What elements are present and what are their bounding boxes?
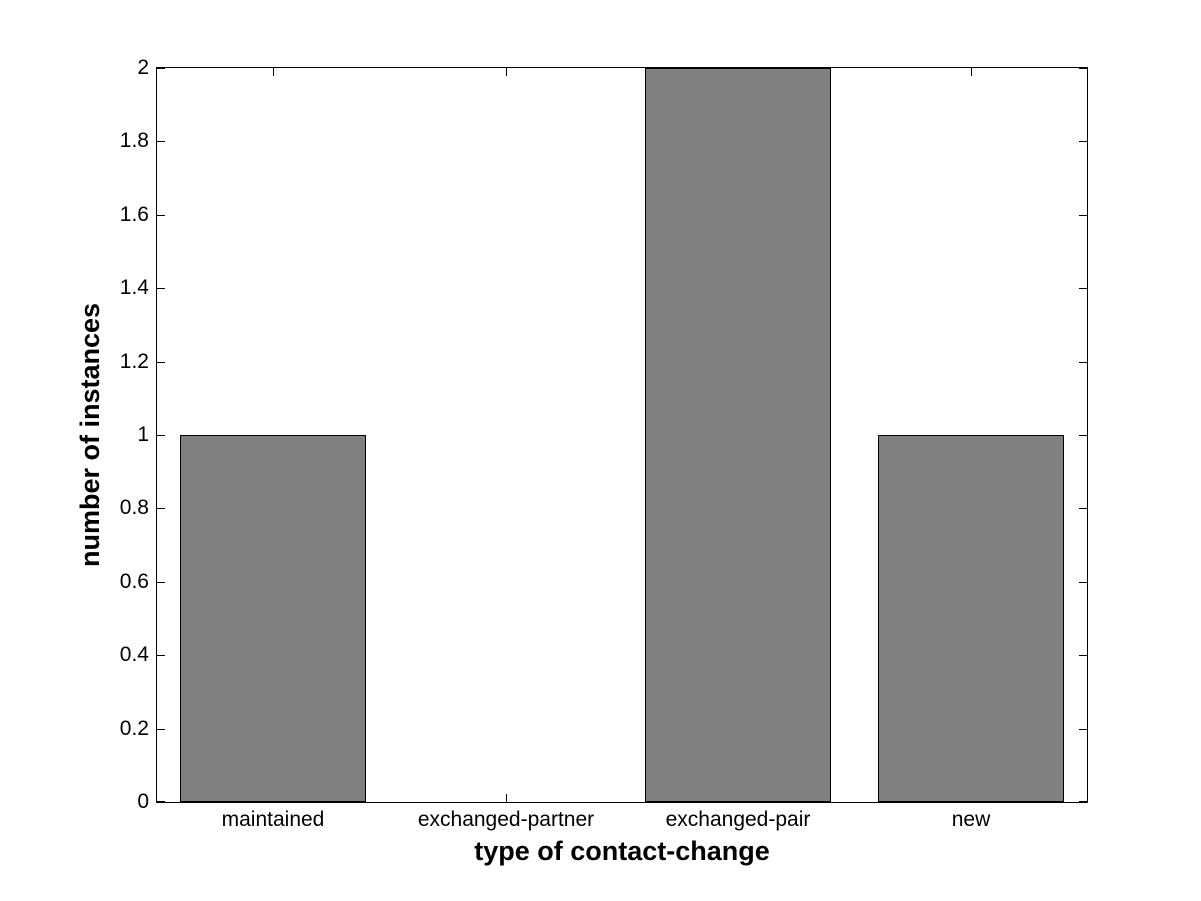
- y-tick-left: [157, 801, 165, 802]
- y-tick-left: [157, 362, 165, 363]
- y-tick-left: [157, 288, 165, 289]
- y-tick-label: 0.6: [119, 570, 149, 593]
- y-tick-left: [157, 435, 165, 436]
- x-tick-label: exchanged-partner: [417, 808, 595, 831]
- x-tick-label: maintained: [221, 808, 325, 831]
- y-tick-left: [157, 508, 165, 509]
- y-tick-right: [1079, 288, 1087, 289]
- y-tick-label: 0.4: [119, 643, 149, 666]
- y-tick-right: [1079, 508, 1087, 509]
- y-tick-label: 1.4: [119, 276, 149, 299]
- y-tick-label: 1.6: [119, 203, 149, 226]
- x-tick-label: exchanged-pair: [665, 808, 811, 831]
- y-tick-right: [1079, 435, 1087, 436]
- y-tick-right: [1079, 68, 1087, 69]
- y-tick-left: [157, 729, 165, 730]
- y-tick-label: 2: [137, 56, 149, 79]
- y-tick-left: [157, 215, 165, 216]
- bar: [180, 435, 366, 802]
- y-tick-left: [157, 582, 165, 583]
- y-tick-label: 0: [137, 790, 149, 813]
- y-tick-right: [1079, 729, 1087, 730]
- y-tick-label: 1.8: [119, 129, 149, 152]
- y-tick-right: [1079, 141, 1087, 142]
- x-tick-top: [273, 68, 274, 76]
- y-tick-right: [1079, 801, 1087, 802]
- y-tick-left: [157, 141, 165, 142]
- y-tick-label: 1.2: [119, 350, 149, 373]
- x-tick-label: new: [951, 808, 991, 831]
- y-tick-left: [157, 655, 165, 656]
- plot-area: [156, 67, 1088, 803]
- x-tick-bottom: [506, 794, 507, 802]
- y-tick-left: [157, 68, 165, 69]
- x-tick-top: [971, 68, 972, 76]
- x-axis-label: type of contact-change: [474, 836, 770, 866]
- y-tick-right: [1079, 582, 1087, 583]
- y-tick-label: 1: [137, 423, 149, 446]
- y-tick-label: 0.8: [119, 496, 149, 519]
- y-tick-right: [1079, 362, 1087, 363]
- bar: [645, 68, 831, 802]
- y-tick-right: [1079, 655, 1087, 656]
- x-tick-top: [506, 68, 507, 76]
- y-tick-right: [1079, 215, 1087, 216]
- y-tick-label: 0.2: [119, 717, 149, 740]
- bar: [878, 435, 1064, 802]
